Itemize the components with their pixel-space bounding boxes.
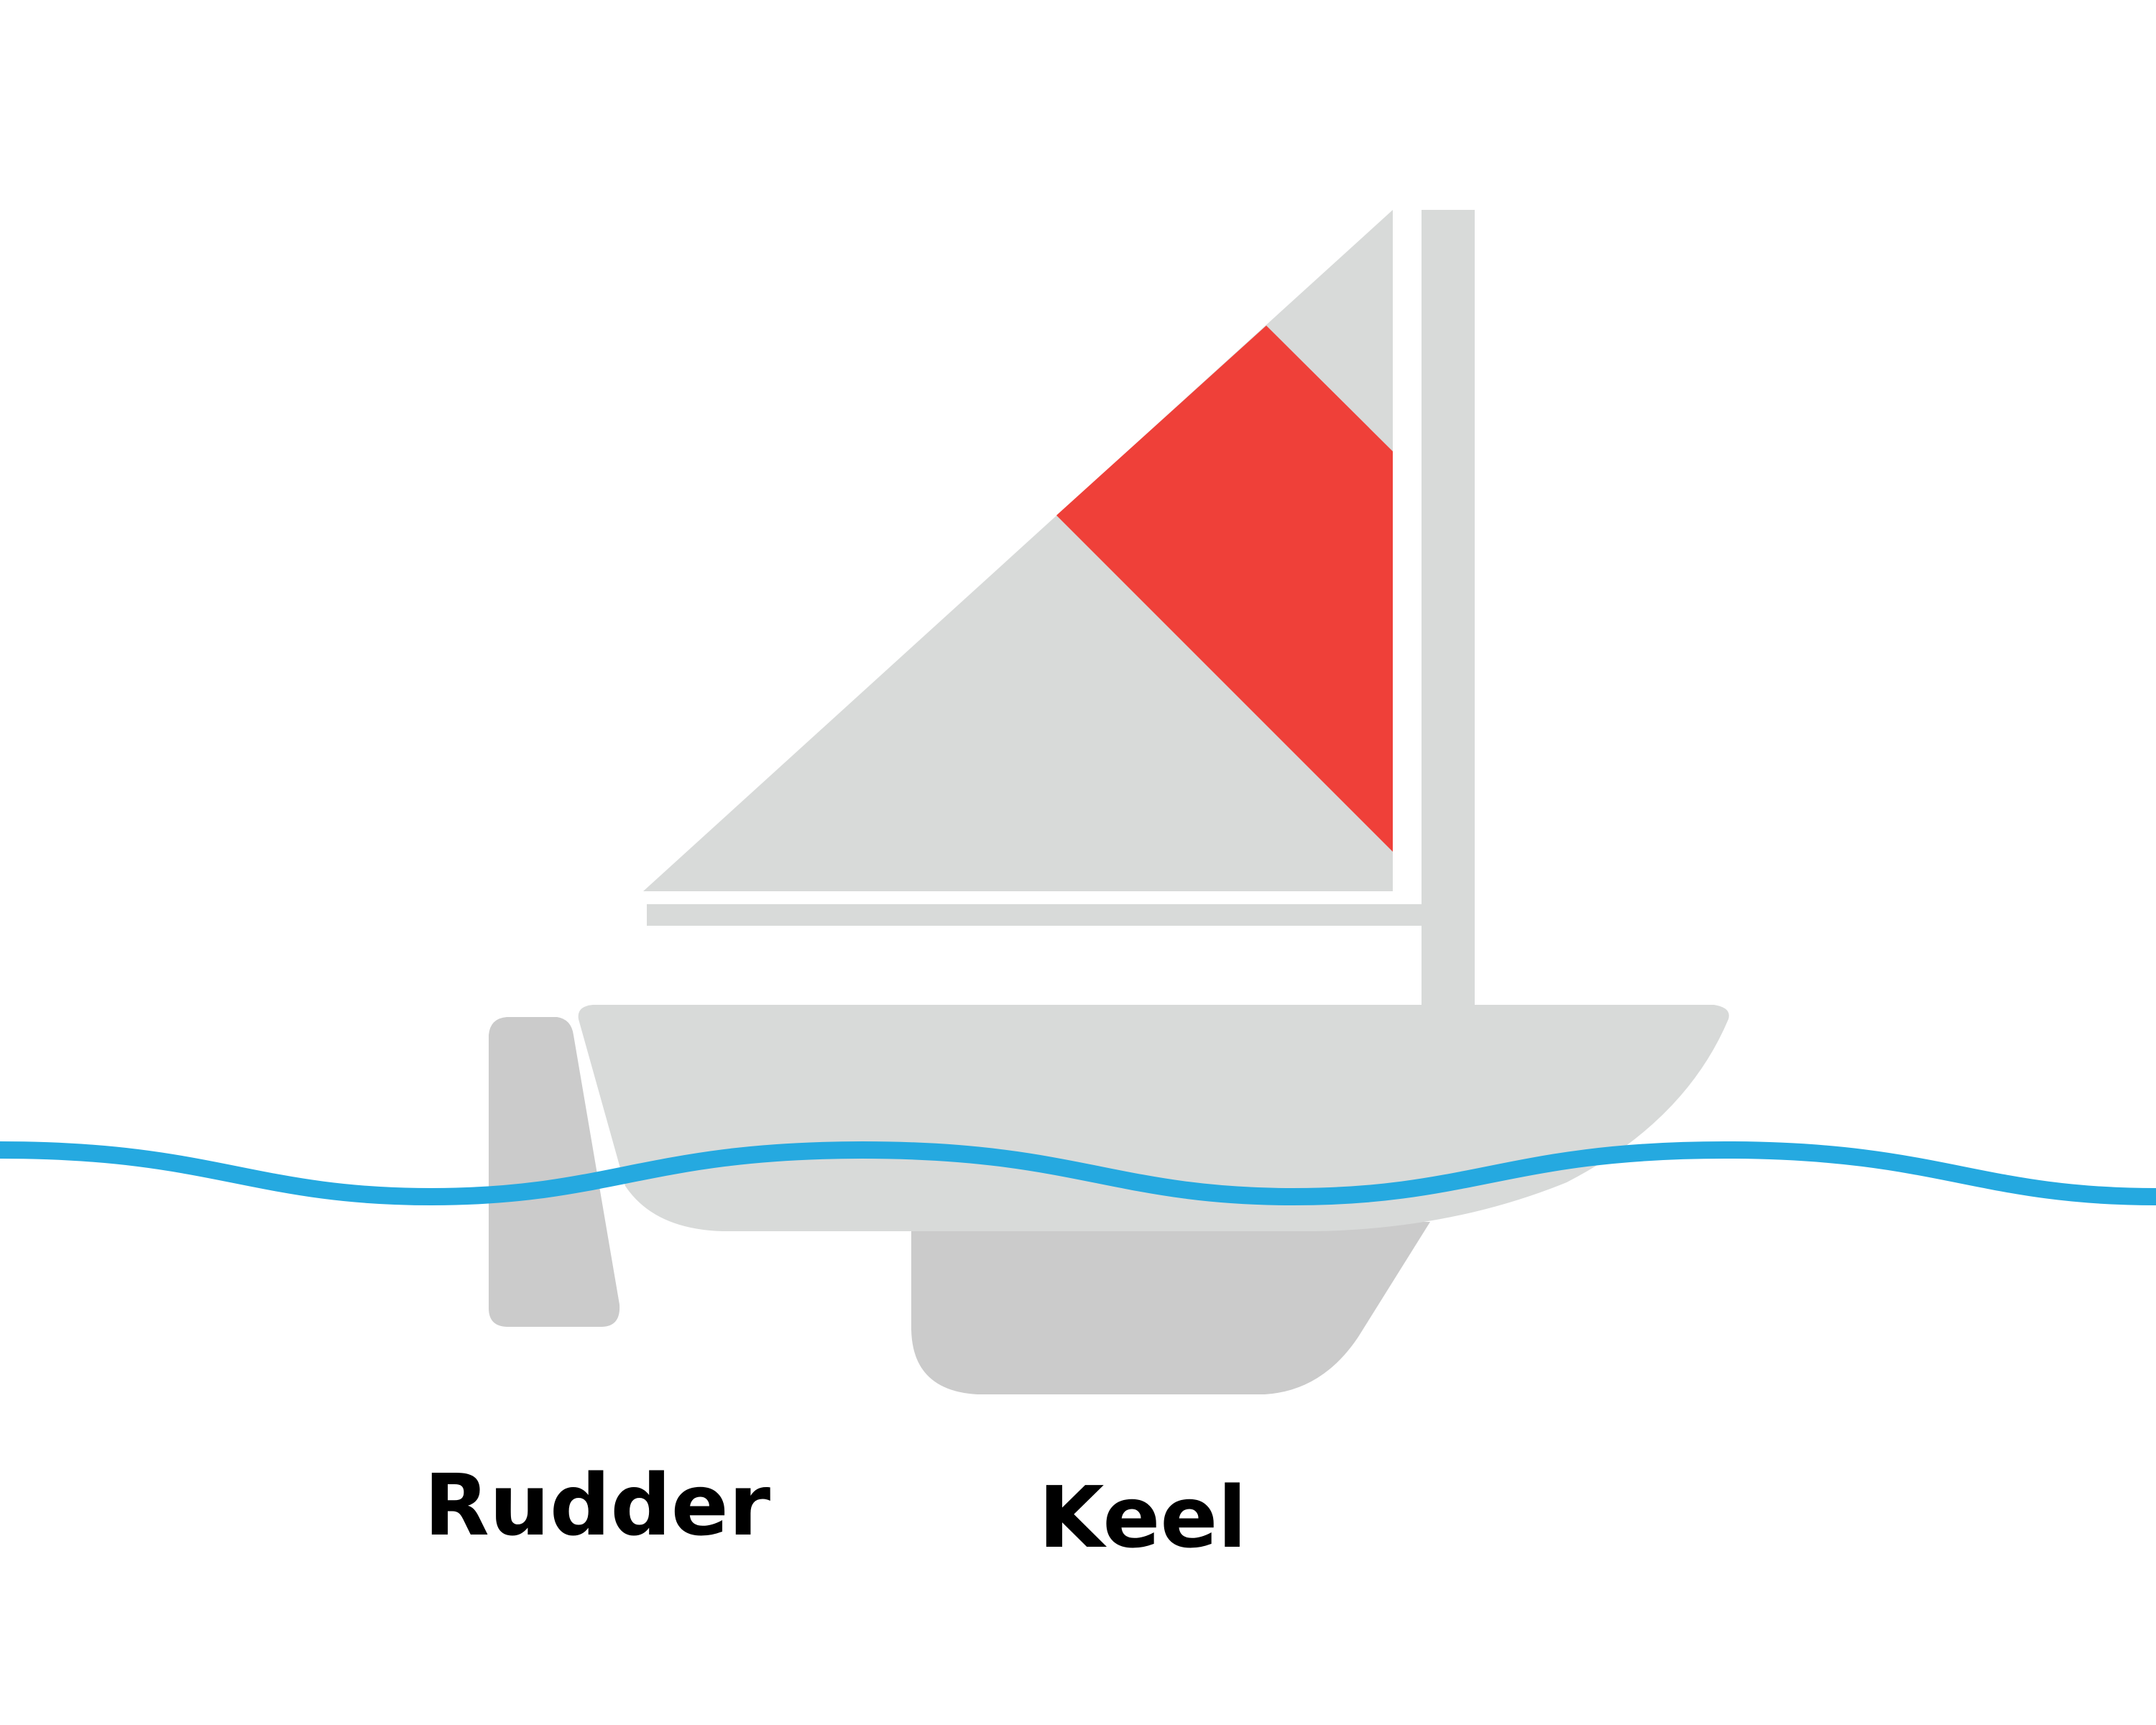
- mast: [1422, 210, 1475, 1006]
- sail-stripe: [1056, 326, 1393, 852]
- boom: [647, 904, 1423, 926]
- hull-shape: [578, 1005, 1729, 1231]
- rudder-label: Rudder: [424, 1455, 770, 1555]
- keel-label: Keel: [1038, 1468, 1247, 1567]
- keel-shape: [911, 1222, 1430, 1394]
- rudder-shape: [489, 1017, 620, 1327]
- water-line: [0, 1141, 2156, 1206]
- sail: [643, 210, 1393, 891]
